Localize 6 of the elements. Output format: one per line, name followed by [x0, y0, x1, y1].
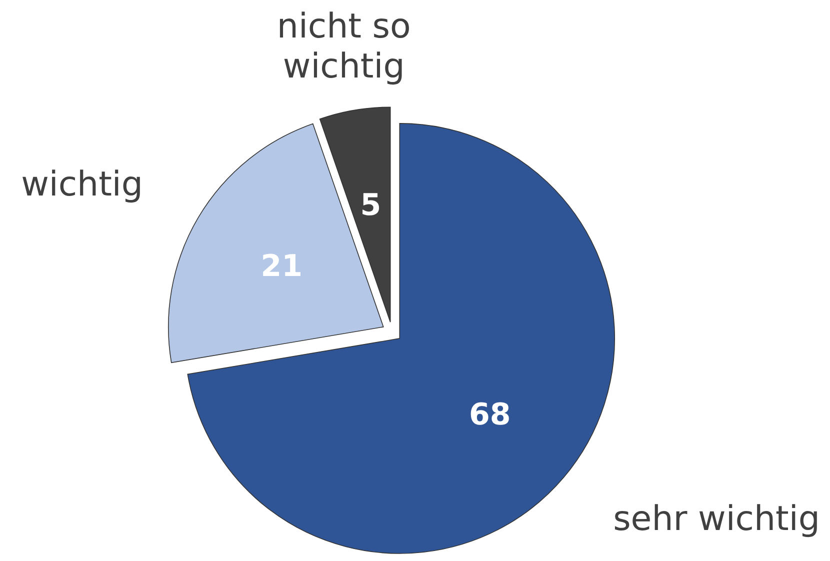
- slice-label: sehr wichtig: [613, 498, 820, 539]
- data-label: 21: [260, 249, 303, 284]
- slice-label: nicht so wichtig: [276, 6, 411, 87]
- slice-label: wichtig: [21, 164, 143, 204]
- data-label: 5: [360, 188, 382, 224]
- data-label: 68: [469, 397, 511, 432]
